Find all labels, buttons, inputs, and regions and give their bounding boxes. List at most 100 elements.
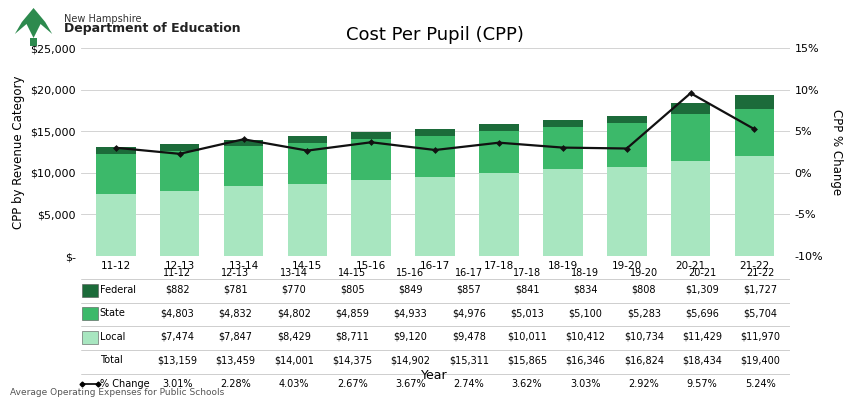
Text: 4.03%: 4.03% (278, 379, 309, 389)
Text: 2.92%: 2.92% (628, 379, 659, 389)
Bar (224, 146, 263, 186)
Bar (607, 123, 646, 167)
Bar (671, 161, 711, 256)
Bar (543, 169, 582, 256)
Bar (224, 186, 263, 256)
Text: $805: $805 (340, 285, 364, 295)
Text: 9.57%: 9.57% (687, 379, 717, 389)
Bar (82, 307, 98, 320)
Text: $770: $770 (281, 285, 306, 295)
Text: 2.28%: 2.28% (220, 379, 250, 389)
Text: $5,283: $5,283 (627, 308, 661, 318)
Text: $16,824: $16,824 (624, 356, 664, 366)
Text: $14,001: $14,001 (274, 356, 314, 366)
Bar (288, 143, 327, 184)
Text: 2.74%: 2.74% (453, 379, 484, 389)
Y-axis label: CPP % Change: CPP % Change (829, 109, 842, 195)
Text: $1,727: $1,727 (744, 285, 778, 295)
Text: Federal: Federal (100, 285, 136, 295)
Text: $841: $841 (514, 285, 539, 295)
Text: $10,412: $10,412 (565, 332, 605, 342)
Text: $5,696: $5,696 (685, 308, 719, 318)
Text: $13,459: $13,459 (216, 356, 256, 366)
Text: Total: Total (100, 356, 122, 366)
Bar (288, 184, 327, 256)
PathPatch shape (31, 38, 37, 46)
Bar (96, 154, 136, 194)
Text: $15,865: $15,865 (507, 356, 547, 366)
Text: $8,711: $8,711 (335, 332, 369, 342)
Text: 3.03%: 3.03% (571, 379, 601, 389)
Y-axis label: CPP by Revenue Category: CPP by Revenue Category (12, 75, 25, 229)
Text: 5.24%: 5.24% (745, 379, 776, 389)
Bar (543, 120, 582, 127)
Bar (288, 136, 327, 143)
Text: $9,478: $9,478 (452, 332, 486, 342)
Text: 20-21: 20-21 (688, 268, 717, 278)
Text: $4,802: $4,802 (277, 308, 311, 318)
Text: 12-13: 12-13 (222, 268, 250, 278)
Bar (351, 139, 391, 180)
Text: $4,832: $4,832 (218, 308, 252, 318)
Text: $15,311: $15,311 (449, 356, 489, 366)
Text: $882: $882 (165, 285, 189, 295)
Text: $7,847: $7,847 (218, 332, 252, 342)
Text: $4,859: $4,859 (335, 308, 369, 318)
Bar (351, 132, 391, 139)
Text: $11,429: $11,429 (682, 332, 722, 342)
Text: $849: $849 (398, 285, 423, 295)
Text: 18-19: 18-19 (571, 268, 599, 278)
Text: 11-12: 11-12 (163, 268, 191, 278)
Text: 21-22: 21-22 (746, 268, 774, 278)
Text: 19-20: 19-20 (630, 268, 658, 278)
Text: $781: $781 (223, 285, 248, 295)
Text: Local: Local (100, 332, 125, 342)
Text: $5,100: $5,100 (569, 308, 603, 318)
Bar (415, 136, 455, 177)
Title: Cost Per Pupil (CPP): Cost Per Pupil (CPP) (346, 26, 524, 44)
Text: 3.01%: 3.01% (162, 379, 193, 389)
Bar (607, 116, 646, 123)
Text: Average Operating Expenses for Public Schools: Average Operating Expenses for Public Sc… (10, 388, 224, 397)
Text: $14,902: $14,902 (391, 356, 430, 366)
Bar (351, 180, 391, 256)
Text: $7,474: $7,474 (160, 332, 194, 342)
Text: Department of Education: Department of Education (64, 22, 240, 35)
Text: $10,011: $10,011 (507, 332, 547, 342)
PathPatch shape (15, 8, 53, 38)
Text: 2.67%: 2.67% (337, 379, 368, 389)
Text: 3.62%: 3.62% (512, 379, 543, 389)
Bar (96, 194, 136, 256)
Text: $857: $857 (457, 285, 481, 295)
Text: $18,434: $18,434 (682, 356, 722, 366)
Text: $808: $808 (632, 285, 656, 295)
Text: Year: Year (421, 369, 448, 382)
Bar (543, 127, 582, 169)
Bar (415, 129, 455, 136)
Text: State: State (100, 308, 126, 318)
Text: $5,704: $5,704 (744, 308, 778, 318)
Bar (415, 177, 455, 256)
Bar (734, 109, 774, 156)
Text: $11,970: $11,970 (740, 332, 780, 342)
Text: $13,159: $13,159 (157, 356, 197, 366)
Bar (160, 144, 200, 150)
Bar (224, 140, 263, 146)
Bar (160, 150, 200, 191)
Text: $16,346: $16,346 (565, 356, 605, 366)
Text: New Hampshire: New Hampshire (64, 14, 141, 24)
Text: $4,803: $4,803 (160, 308, 194, 318)
Bar (734, 94, 774, 109)
Text: 14-15: 14-15 (338, 268, 366, 278)
Bar (479, 124, 519, 131)
Bar (96, 146, 136, 154)
Bar (671, 114, 711, 161)
Text: $4,976: $4,976 (452, 308, 486, 318)
Bar (607, 167, 646, 256)
Text: $5,013: $5,013 (510, 308, 544, 318)
Text: $9,120: $9,120 (394, 332, 427, 342)
Text: 17-18: 17-18 (513, 268, 541, 278)
Bar (160, 191, 200, 256)
Text: $10,734: $10,734 (624, 332, 664, 342)
Text: $14,375: $14,375 (332, 356, 372, 366)
